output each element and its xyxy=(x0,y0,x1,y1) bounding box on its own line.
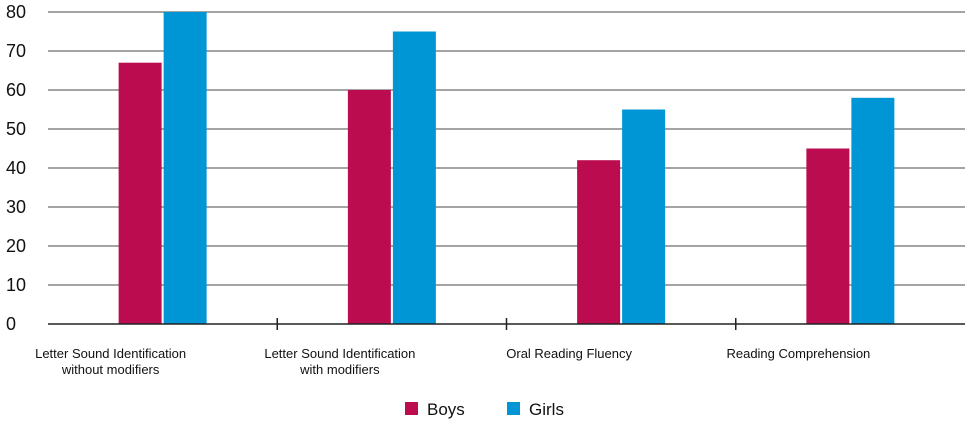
legend-label-girls: Girls xyxy=(529,400,564,419)
bar-boys xyxy=(347,90,391,324)
legend-swatch-boys xyxy=(405,402,418,415)
y-tick-label: 0 xyxy=(6,314,16,334)
x-category-label: Letter Sound Identification xyxy=(35,346,186,361)
y-tick-label: 70 xyxy=(6,41,26,61)
legend-label-boys: Boys xyxy=(427,400,465,419)
x-category-label: Letter Sound Identification xyxy=(264,346,415,361)
bar-boys xyxy=(577,160,621,324)
y-axis-ticks: 0 10 20 30 40 50 60 70 80 xyxy=(6,2,26,334)
x-axis xyxy=(48,318,965,330)
legend: Boys Girls xyxy=(405,400,564,419)
bar-girls xyxy=(851,97,895,324)
bar-girls xyxy=(392,31,436,324)
y-tick-label: 80 xyxy=(6,2,26,22)
bars xyxy=(118,12,895,324)
bar-boys xyxy=(806,148,850,324)
bar-boys xyxy=(118,62,162,324)
y-tick-label: 40 xyxy=(6,158,26,178)
y-tick-label: 60 xyxy=(6,80,26,100)
x-category-label: Reading Comprehension xyxy=(726,346,870,361)
y-tick-label: 50 xyxy=(6,119,26,139)
y-tick-label: 30 xyxy=(6,197,26,217)
bar-girls xyxy=(163,12,207,324)
bar-girls xyxy=(622,109,666,324)
y-tick-label: 20 xyxy=(6,236,26,256)
x-category-label: without modifiers xyxy=(61,362,160,377)
y-tick-label: 10 xyxy=(6,275,26,295)
x-category-label: with modifiers xyxy=(299,362,380,377)
x-category-label: Oral Reading Fluency xyxy=(506,346,632,361)
legend-swatch-girls xyxy=(507,402,520,415)
